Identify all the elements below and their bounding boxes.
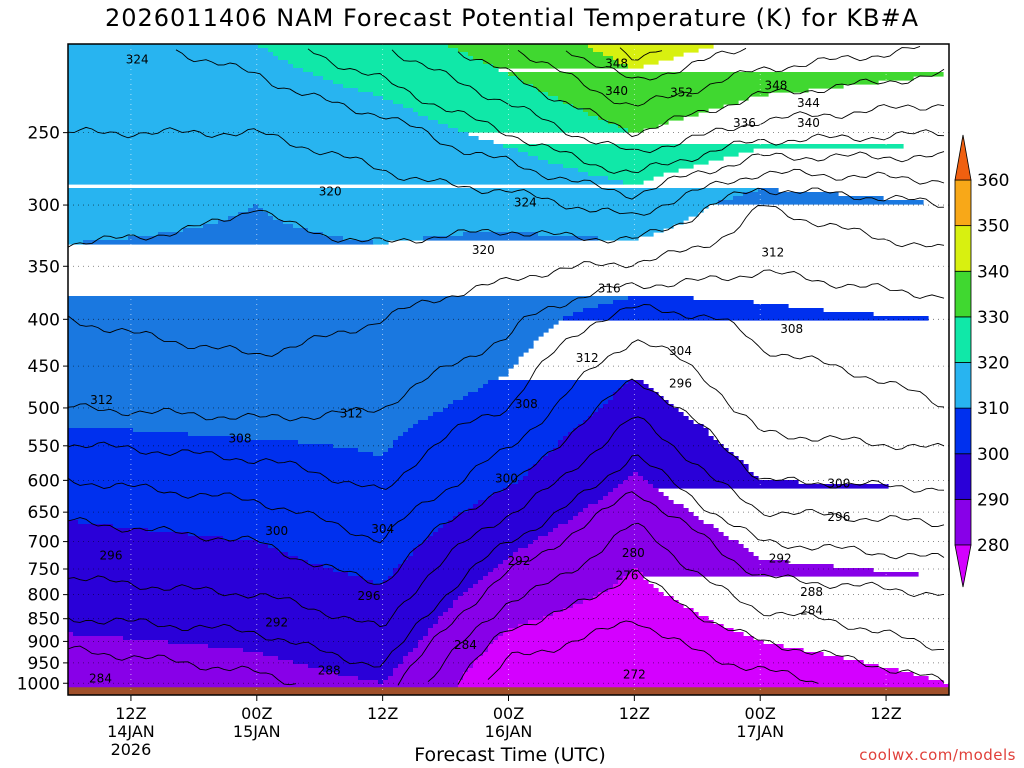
contour-label: 308: [780, 322, 803, 336]
contour-label: 316: [598, 281, 621, 295]
y-tick-label: 950: [28, 654, 60, 674]
y-tick-label: 600: [28, 471, 60, 491]
contour-label: 284: [454, 638, 477, 652]
x-tick-label: 12Z: [115, 704, 146, 723]
y-tick-label: 250: [28, 124, 60, 144]
x-axis-label: Forecast Time (UTC): [414, 744, 606, 766]
contour-label: 288: [318, 663, 341, 677]
contour-label: 292: [769, 551, 792, 565]
contour-label: 284: [800, 604, 823, 618]
colorbar-label: 360: [977, 171, 1009, 191]
contour-label: 324: [126, 53, 149, 67]
x-tick-label: 00Z: [745, 704, 776, 723]
contour-label: 308: [515, 397, 538, 411]
colorbar-band: [954, 316, 972, 363]
contour-label: 304: [371, 522, 394, 536]
colorbar-band: [954, 453, 972, 500]
chart-title: 2026011406 NAM Forecast Potential Temper…: [104, 4, 920, 32]
colorbar-band: [954, 407, 972, 455]
contour-label: 272: [623, 667, 646, 681]
contour-label: 288: [800, 585, 823, 599]
y-tick-label: 900: [28, 632, 60, 652]
contour-label: 300: [827, 477, 850, 491]
colorbar-max-triangle: [954, 134, 972, 181]
contour-label: 340: [797, 116, 820, 130]
colorbar-label: 300: [977, 445, 1009, 465]
y-tick-label: 500: [28, 399, 60, 419]
contour-label: 348: [764, 78, 787, 92]
y-tick-label: 750: [28, 560, 60, 580]
y-tick-label: 650: [28, 503, 60, 523]
x-tick-label: 00Z: [241, 704, 272, 723]
x-tick-date-label: 14JAN: [107, 722, 155, 741]
colorbar-label: 350: [977, 217, 1009, 237]
y-tick-label: 1000: [17, 674, 60, 694]
contour-label: 308: [229, 432, 252, 446]
y-tick-label: 850: [28, 610, 60, 630]
contour-label: 348: [605, 56, 628, 70]
contour-label: 296: [100, 549, 123, 563]
x-tick-label: 12Z: [619, 704, 650, 723]
colorbar-band: [954, 362, 972, 409]
contour-label: 320: [472, 243, 495, 257]
contour-label: 312: [576, 351, 599, 365]
colorbar-label: 280: [977, 536, 1009, 556]
colorbar-label: 340: [977, 262, 1009, 282]
y-tick-label: 550: [28, 437, 60, 457]
contour-label: 340: [605, 84, 628, 98]
contour-label: 320: [319, 185, 342, 199]
x-tick-date-label: 15JAN: [233, 722, 281, 741]
contour-label: 276: [616, 568, 639, 582]
x-tick-label: 12Z: [870, 704, 901, 723]
contour-label: 292: [265, 615, 288, 629]
contour-label: 296: [827, 510, 850, 524]
colorbar-min-triangle: [954, 544, 972, 588]
isentrope-lines: [68, 45, 945, 686]
contour-label: 336: [733, 116, 756, 130]
contour-label: 312: [90, 393, 113, 407]
colorbar-label: 330: [977, 308, 1009, 328]
colorbar-band: [954, 498, 972, 546]
contour-label: 296: [669, 376, 692, 390]
x-tick-date-label: 16JAN: [485, 722, 533, 741]
contour-label: 300: [265, 524, 288, 538]
x-tick-label: 12Z: [367, 704, 398, 723]
y-tick-label: 400: [28, 310, 60, 330]
y-tick-label: 350: [28, 257, 60, 277]
colorbar-label: 310: [977, 399, 1009, 419]
x-tick-date-label: 17JAN: [736, 722, 784, 741]
colorbar-label: 320: [977, 354, 1009, 374]
contour-label: 292: [508, 554, 531, 568]
y-tick-label: 800: [28, 586, 60, 606]
contour-label: 296: [358, 589, 381, 603]
y-tick-label: 300: [28, 196, 60, 216]
colorbar-band: [954, 270, 972, 318]
terrain-strip: [68, 687, 949, 695]
contour-label: 304: [669, 344, 692, 358]
colorbar-label: 290: [977, 490, 1009, 510]
y-tick-label: 450: [28, 357, 60, 377]
contour-label: 312: [340, 406, 363, 420]
contour-label: 284: [89, 671, 112, 685]
contour-label: 344: [797, 96, 820, 110]
x-tick-label: 00Z: [493, 704, 524, 723]
contour-label: 324: [514, 195, 537, 209]
colorbar-band: [954, 179, 972, 227]
y-tick-label: 700: [28, 533, 60, 553]
contour-label: 352: [670, 86, 693, 100]
contour-label: 312: [761, 245, 784, 259]
contour-label: 300: [495, 471, 518, 485]
colorbar-band: [954, 225, 972, 272]
contour-label: 280: [622, 546, 645, 560]
source-credit[interactable]: coolwx.com/models: [859, 746, 1016, 764]
x-tick-date-label: 2026: [111, 740, 152, 759]
